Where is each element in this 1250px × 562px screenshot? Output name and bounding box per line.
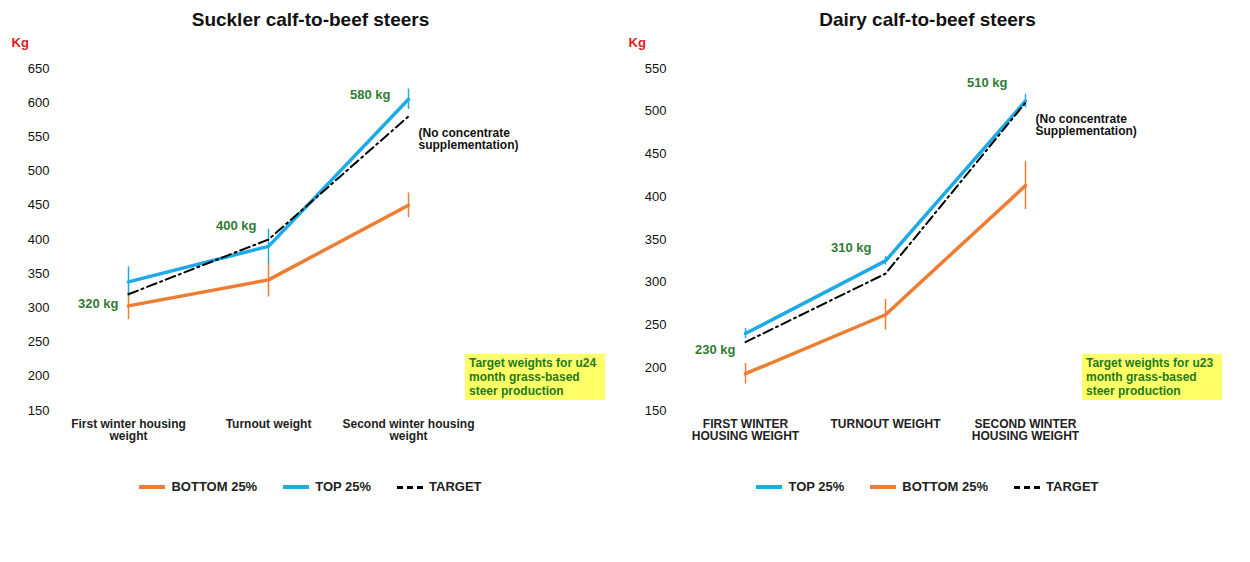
html-text:TOP 25%: TOP 25% (315, 478, 372, 494)
svg-text:First winter housingweight: First winter housingweight (71, 417, 186, 443)
svg-text:150: 150 (645, 403, 667, 418)
svg-text:SECOND WINTERHOUSING WEIGHT: SECOND WINTERHOUSING WEIGHT (972, 417, 1080, 443)
html-text:Target weights for u23 month g: Target weights for u23 month grass-based… (1086, 356, 1214, 398)
svg-text:320 kg: 320 kg (78, 296, 119, 311)
svg-text:400: 400 (645, 189, 667, 204)
svg-text:150: 150 (28, 403, 50, 418)
html-text:TARGET: TARGET (429, 478, 482, 494)
svg-text:230 kg: 230 kg (695, 342, 736, 357)
svg-text:(No concentrateSupplementation: (No concentrateSupplementation) (1036, 112, 1137, 138)
svg-text:300: 300 (28, 300, 50, 315)
svg-text:Turnout weight: Turnout weight (226, 417, 312, 431)
svg-text:200: 200 (645, 360, 667, 375)
svg-text:250: 250 (28, 334, 50, 349)
svg-text:TURNOUT WEIGHT: TURNOUT WEIGHT (831, 417, 942, 431)
svg-text:200: 200 (28, 368, 50, 383)
svg-text:500: 500 (28, 163, 50, 178)
svg-text:500: 500 (645, 103, 667, 118)
svg-text:450: 450 (28, 197, 50, 212)
html-text:Target weights for u24 month g: Target weights for u24 month grass-based… (469, 356, 597, 398)
svg-text:400: 400 (28, 232, 50, 247)
svg-text:350: 350 (28, 266, 50, 281)
html-text:TOP 25%: TOP 25% (788, 478, 845, 494)
html-text:BOTTOM 25%: BOTTOM 25% (171, 478, 258, 494)
svg-text:600: 600 (28, 95, 50, 110)
svg-text:650: 650 (28, 61, 50, 76)
svg-text:300: 300 (645, 274, 667, 289)
svg-text:310 kg: 310 kg (831, 240, 872, 255)
svg-text:Kg: Kg (12, 35, 29, 50)
html-text:Suckler calf-to-beef steers: Suckler calf-to-beef steers (191, 9, 430, 30)
svg-text:FIRST WINTERHOUSING WEIGHT: FIRST WINTERHOUSING WEIGHT (692, 417, 800, 443)
svg-text:510 kg: 510 kg (967, 75, 1008, 90)
svg-text:250: 250 (645, 317, 667, 332)
html-text:BOTTOM 25%: BOTTOM 25% (902, 478, 989, 494)
svg-text:400 kg: 400 kg (216, 218, 257, 233)
svg-text:550: 550 (645, 61, 667, 76)
svg-text:Second winter housingweight: Second winter housingweight (342, 417, 474, 443)
svg-text:580 kg: 580 kg (350, 87, 391, 102)
html-text:Dairy calf-to-beef steers: Dairy calf-to-beef steers (819, 9, 1036, 30)
svg-text:450: 450 (645, 146, 667, 161)
svg-text:350: 350 (645, 232, 667, 247)
svg-text:(No concentratesupplementation: (No concentratesupplementation) (419, 126, 519, 152)
svg-text:Kg: Kg (629, 35, 646, 50)
html-text:TARGET: TARGET (1046, 478, 1099, 494)
svg-text:550: 550 (28, 129, 50, 144)
